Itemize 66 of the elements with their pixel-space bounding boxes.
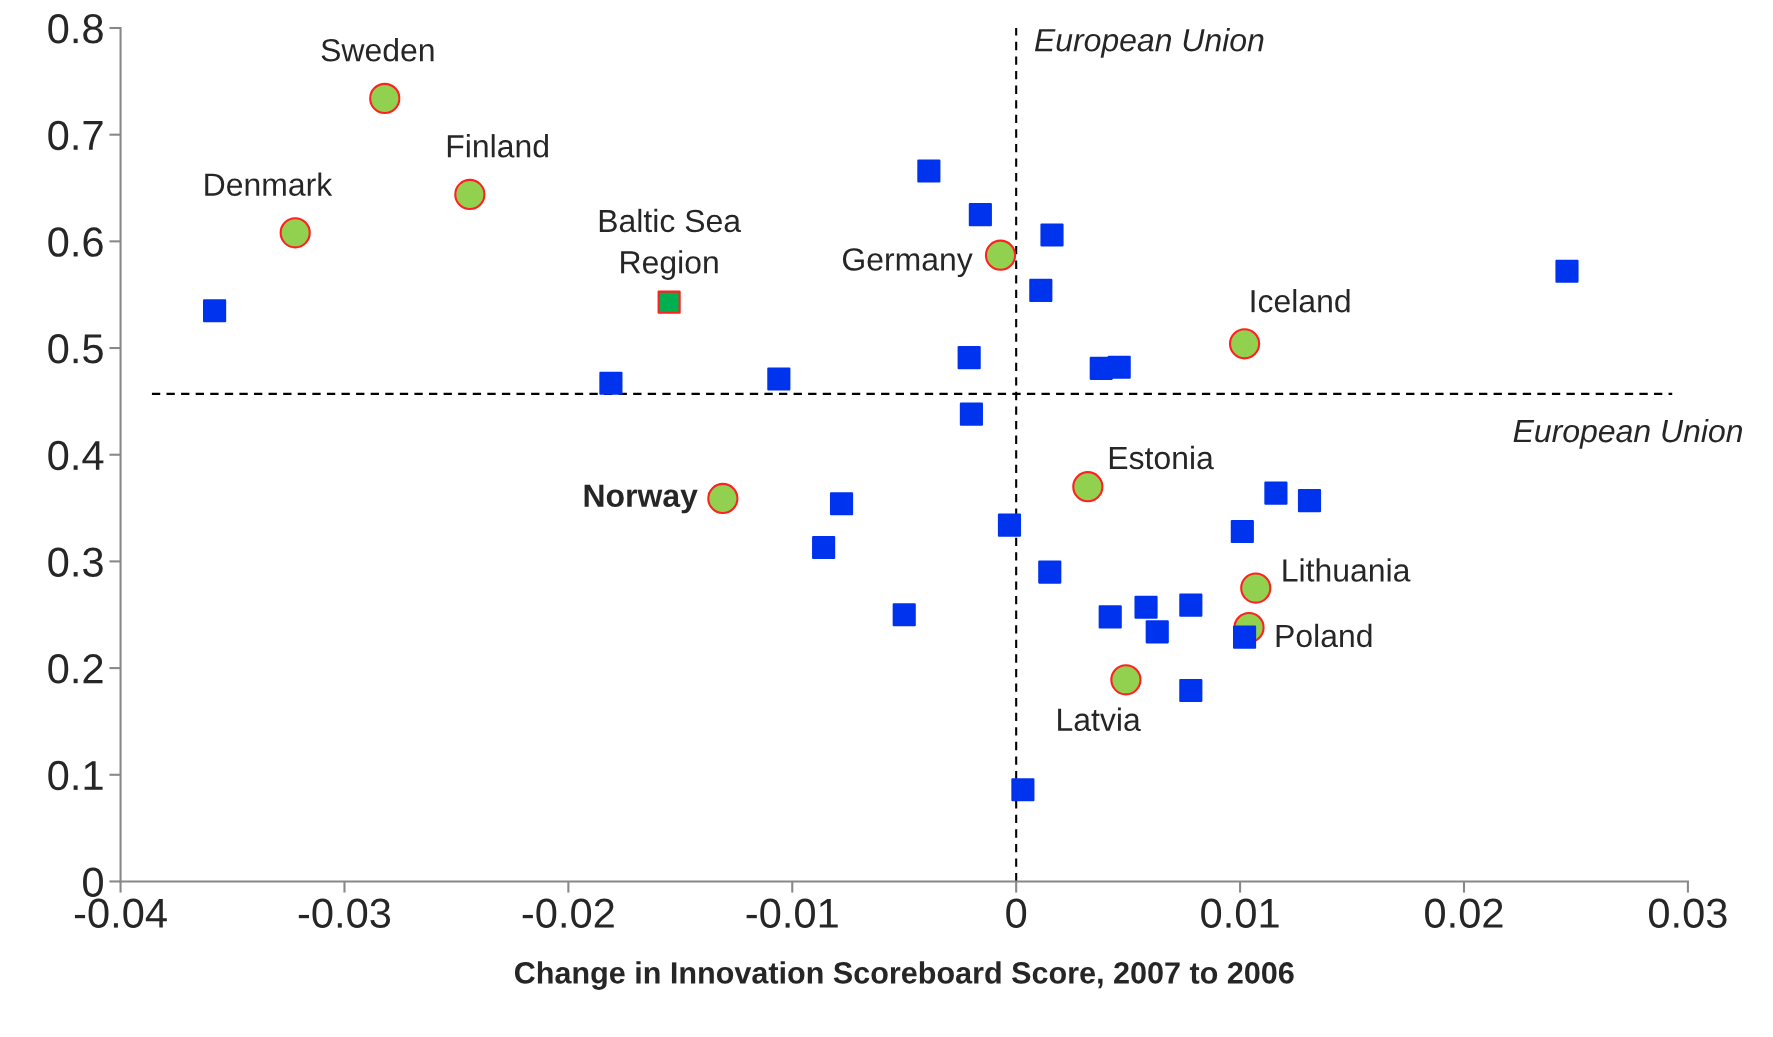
x-tick-label: -0.02 [522,898,614,929]
point [984,239,1017,271]
annotation: Lithuania [1283,558,1411,582]
y-tick-label: 0.2 [48,654,103,684]
point [829,492,854,516]
annotation: Estonia [1109,445,1214,470]
x-tick-label: 0.02 [1425,898,1503,929]
annotation: Poland [1276,623,1372,648]
x-tick-label: -0.01 [746,898,838,929]
annotation: Baltic Sea Region [599,208,742,280]
point [767,367,791,391]
annotation: Denmark [205,172,333,196]
point [599,371,623,395]
point [1107,355,1131,379]
annotation: Norway [584,484,698,514]
point [203,299,227,323]
point [997,513,1022,537]
point [1240,572,1272,604]
y-tick-label: 0.5 [48,334,103,364]
point [812,535,836,560]
point [369,82,401,115]
point [917,159,941,183]
y-tick-label: 0.7 [48,120,103,151]
point [892,603,916,627]
point [968,203,992,227]
point [279,217,311,249]
annotation: Sweden [321,38,434,62]
point [707,482,739,515]
x-tick-label: 0.01 [1201,898,1279,929]
point [1145,620,1169,644]
y-tick-label: 0.8 [48,14,103,44]
y-tick-label: 0.6 [48,227,103,257]
x-tick-label: 0.03 [1648,898,1727,929]
point [454,178,486,211]
point [1179,593,1203,617]
x-tick-label: -0.03 [298,898,391,929]
point [1110,664,1142,696]
point [1029,278,1053,303]
x-axis-title: Change in Innovation Scoreboard Score, 2007 to 2006 [514,961,1294,990]
x-tick-label: -0.04 [74,898,167,929]
point [1098,605,1122,629]
point [1228,328,1261,360]
y-tick-label: 0.1 [48,760,103,791]
y-tick-label: 0.4 [48,440,104,471]
point [1264,481,1288,505]
y-tick-label: 0.3 [48,547,103,577]
annotation: Iceland [1251,289,1350,313]
point [1179,678,1203,703]
annotation: Germany [842,248,973,278]
y-tick-label: 0 [83,867,103,897]
point [957,346,981,370]
ref-line-label: European Union [1513,418,1743,449]
point [959,402,983,426]
annotation: Finland [447,134,548,158]
point [1134,595,1158,619]
point [1011,778,1035,802]
point [657,290,681,314]
annotation: Latvia [1058,707,1141,732]
point [1038,560,1062,584]
point [1072,471,1104,503]
point [1040,223,1064,247]
point [1297,489,1322,513]
point [1555,259,1579,283]
x-tick-label: 0 [1006,898,1027,929]
point [1230,519,1254,544]
ref-line-label: European Union [1034,28,1264,58]
